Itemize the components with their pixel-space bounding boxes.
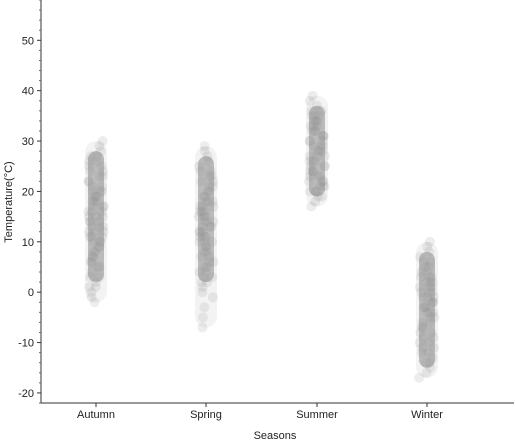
data-point (198, 312, 208, 322)
series-spring (194, 141, 219, 332)
data-point (427, 282, 437, 292)
data-point (197, 222, 207, 232)
data-point (421, 358, 431, 368)
data-point (305, 156, 315, 166)
data-point (208, 292, 218, 302)
data-point (320, 161, 330, 171)
data-point (207, 272, 217, 282)
y-ticks-group: -20 -10 0 10 20 30 40 50 (18, 0, 41, 403)
data-point (420, 262, 430, 272)
data-point (87, 257, 97, 267)
y-tick-label: 50 (22, 35, 34, 47)
data-point (305, 136, 315, 146)
data-point (423, 292, 433, 302)
data-point (97, 181, 107, 191)
data-point (86, 151, 96, 161)
data-point (417, 348, 427, 358)
data-point (199, 302, 209, 312)
data-point (425, 237, 435, 247)
data-point (318, 136, 328, 146)
x-tick-label: Summer (296, 409, 338, 421)
data-point (88, 191, 98, 201)
data-point (205, 252, 215, 262)
x-tick-label: Spring (190, 409, 222, 421)
series-autumn (83, 136, 109, 307)
y-tick-label: 30 (22, 136, 34, 148)
data-point (318, 176, 328, 186)
x-tick-label: Autumn (77, 409, 115, 421)
series-summer (304, 91, 330, 212)
data-point (199, 191, 209, 201)
data-point (196, 166, 206, 176)
data-point (311, 186, 321, 196)
series-winter (414, 237, 439, 383)
data-point (99, 202, 109, 212)
data-point (97, 161, 107, 171)
data-point (195, 202, 205, 212)
data-point (418, 333, 428, 343)
y-tick-label: 0 (28, 287, 34, 299)
y-axis-title: Temperature(°C) (3, 161, 15, 242)
data-point (311, 116, 321, 126)
data-point (199, 212, 209, 222)
data-point (311, 126, 321, 136)
data-point (196, 176, 206, 186)
data-point (98, 212, 108, 222)
data-point (85, 232, 95, 242)
data-point (424, 272, 434, 282)
axes-group (41, 0, 514, 403)
data-point (200, 141, 210, 151)
data-point (307, 106, 317, 116)
data-point (308, 91, 318, 101)
y-tick-label: -10 (18, 338, 34, 350)
x-axis-title: Seasons (254, 430, 297, 442)
data-point (429, 343, 439, 353)
data-point (427, 327, 437, 337)
y-tick-label: 40 (22, 86, 34, 98)
data-point (85, 217, 95, 227)
data-point (87, 207, 97, 217)
y-tick-label: 20 (22, 186, 34, 198)
data-point (205, 171, 215, 181)
data-point (208, 181, 218, 191)
data-point (197, 277, 207, 287)
points-group (83, 91, 439, 383)
data-point (418, 322, 428, 332)
data-point (98, 136, 108, 146)
data-point (84, 176, 94, 186)
y-tick-label: -20 (18, 388, 34, 400)
data-point (421, 302, 431, 312)
data-point (90, 247, 100, 257)
data-point (98, 222, 108, 232)
x-tick-label: Winter (411, 409, 443, 421)
data-point (308, 166, 318, 176)
x-ticks-group: Autumn Spring Summer Winter (77, 403, 443, 421)
data-point (197, 322, 207, 332)
data-point (91, 282, 101, 292)
data-point (200, 262, 210, 272)
data-point (95, 171, 105, 181)
data-point (94, 272, 104, 282)
data-point (201, 242, 211, 252)
y-tick-label: 10 (22, 237, 34, 249)
data-point (200, 232, 210, 242)
data-point (314, 146, 324, 156)
